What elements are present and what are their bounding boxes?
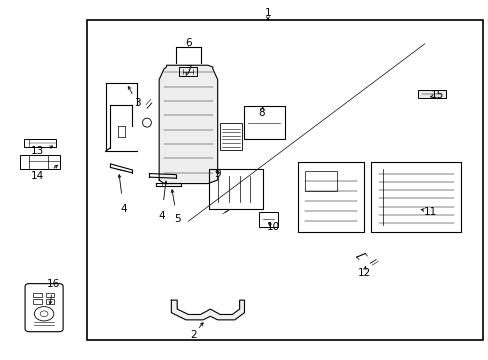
Bar: [259, 212, 277, 226]
Bar: [87, 21, 483, 339]
Bar: [298, 162, 363, 232]
Text: 10: 10: [266, 222, 280, 232]
Bar: [45, 300, 54, 304]
Text: 6: 6: [185, 38, 191, 48]
Bar: [24, 139, 56, 147]
Bar: [33, 293, 41, 297]
Text: 14: 14: [30, 171, 43, 181]
Bar: [220, 123, 242, 149]
Bar: [305, 171, 336, 191]
Text: 9: 9: [214, 168, 221, 179]
Text: 8: 8: [258, 108, 264, 118]
Text: 4: 4: [120, 204, 126, 215]
Bar: [209, 169, 263, 209]
Text: 16: 16: [47, 279, 60, 289]
Text: 4: 4: [158, 211, 164, 221]
Text: 5: 5: [174, 215, 180, 224]
Text: 12: 12: [357, 268, 370, 278]
Bar: [33, 300, 41, 304]
Bar: [417, 90, 445, 98]
Text: 2: 2: [190, 330, 196, 340]
Bar: [45, 293, 54, 297]
Bar: [178, 67, 197, 76]
Polygon shape: [171, 300, 244, 320]
Polygon shape: [159, 65, 217, 184]
Text: 7: 7: [185, 64, 191, 75]
Bar: [243, 107, 285, 139]
Text: 15: 15: [429, 90, 443, 100]
Text: 13: 13: [30, 145, 43, 156]
Bar: [20, 155, 60, 169]
Text: 11: 11: [423, 207, 436, 217]
Text: 3: 3: [134, 98, 140, 108]
Bar: [370, 162, 461, 232]
Text: 1: 1: [264, 8, 271, 18]
